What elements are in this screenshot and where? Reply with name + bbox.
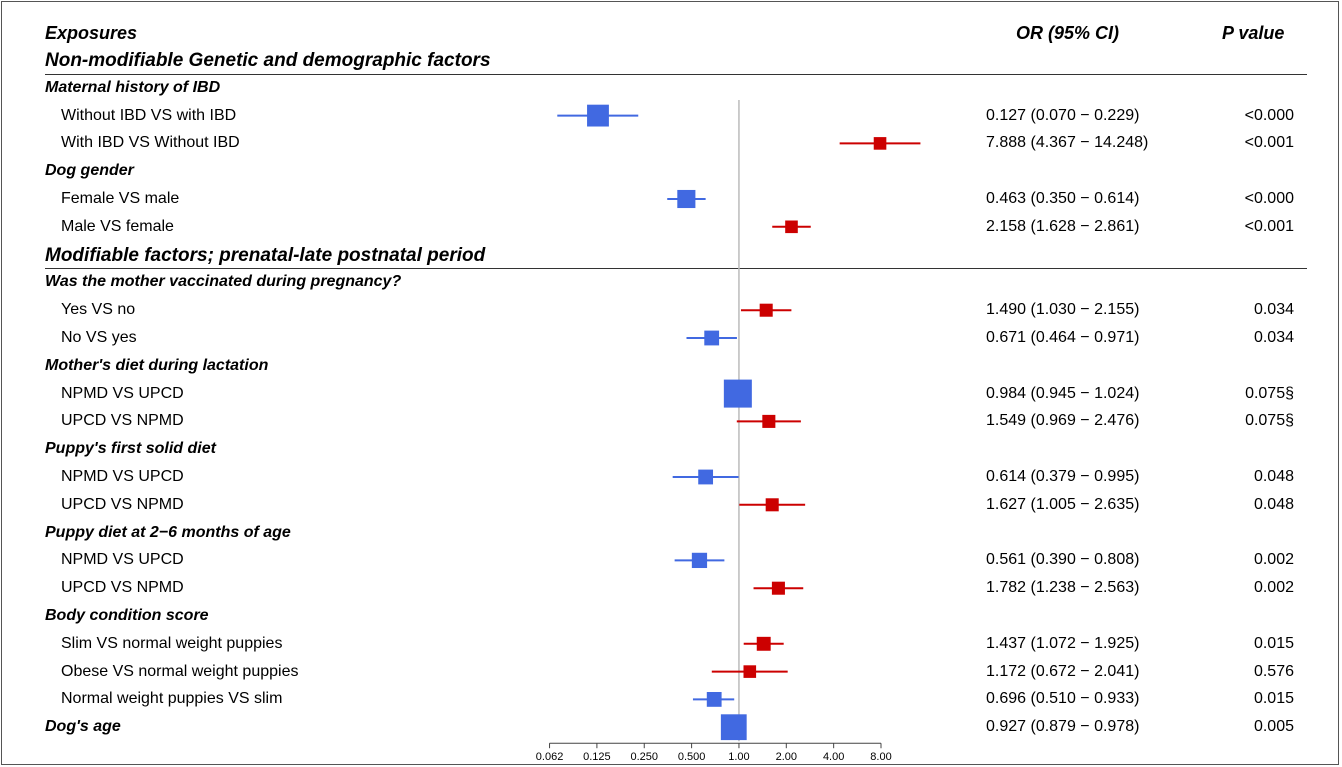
p-value: 0.002 bbox=[1253, 579, 1294, 597]
section-rule-genetic bbox=[45, 74, 1307, 75]
or-ci-value: 1.437 (1.072 − 1.925) bbox=[986, 634, 1140, 652]
group-label: Dog gender bbox=[45, 162, 134, 180]
p-value: 0.075§ bbox=[1245, 412, 1294, 430]
group-label: Dog's age bbox=[45, 718, 121, 736]
p-value: 0.015 bbox=[1253, 634, 1294, 652]
point-estimate bbox=[771, 581, 785, 595]
p-value: 0.048 bbox=[1253, 495, 1294, 513]
row-label: NPMD VS UPCD bbox=[61, 468, 184, 485]
or-ci-value: 0.561 (0.390 − 0.808) bbox=[986, 551, 1140, 569]
row-label: Without IBD VS with IBD bbox=[61, 106, 237, 124]
row-label: Yes VS no bbox=[61, 301, 136, 319]
or-ci-value: 1.627 (1.005 − 2.635) bbox=[986, 495, 1140, 513]
row-label: Slim VS normal weight puppies bbox=[61, 634, 283, 652]
point-estimate bbox=[706, 692, 722, 707]
x-tick-label: 0.250 bbox=[630, 751, 658, 763]
group-label: Maternal history of IBD bbox=[45, 78, 221, 96]
p-value: 0.002 bbox=[1253, 551, 1294, 569]
or-ci-value: 7.888 (4.367 − 14.248) bbox=[986, 134, 1149, 152]
p-value: 0.005 bbox=[1253, 718, 1294, 736]
header-p-value: P value bbox=[1222, 23, 1285, 43]
x-tick-label: 4.00 bbox=[823, 751, 844, 763]
p-value: <0.000 bbox=[1244, 106, 1294, 124]
or-ci-value: 0.927 (0.879 − 0.978) bbox=[986, 718, 1140, 736]
group-label: Puppy's first solid diet bbox=[45, 440, 216, 458]
p-value: 0.015 bbox=[1253, 690, 1294, 708]
point-estimate bbox=[587, 104, 609, 127]
p-value: <0.001 bbox=[1244, 134, 1294, 152]
row-label: Obese VS normal weight puppies bbox=[61, 662, 299, 680]
or-ci-value: 1.782 (1.238 − 2.563) bbox=[986, 579, 1140, 597]
row-label: UPCD VS NPMD bbox=[61, 495, 184, 513]
p-value: 0.576 bbox=[1253, 662, 1294, 680]
or-ci-value: 0.463 (0.350 − 0.614) bbox=[986, 190, 1140, 207]
or-ci-value: 1.549 (0.969 − 2.476) bbox=[986, 412, 1140, 430]
x-tick-label: 8.00 bbox=[870, 751, 891, 763]
x-tick-label: 0.125 bbox=[583, 751, 611, 763]
or-ci-value: 0.127 (0.070 − 0.229) bbox=[986, 106, 1140, 124]
x-tick-label: 0.062 bbox=[536, 751, 564, 763]
p-value: 0.075§ bbox=[1245, 384, 1294, 402]
p-value: 0.048 bbox=[1253, 468, 1294, 485]
row-label: Male VS female bbox=[61, 217, 174, 235]
section-title: Non-modifiable Genetic and demographic f… bbox=[45, 50, 491, 71]
point-estimate bbox=[785, 220, 798, 234]
section-rule-modifiable bbox=[45, 268, 1307, 269]
point-estimate bbox=[743, 665, 757, 678]
point-estimate bbox=[765, 498, 779, 512]
point-estimate bbox=[759, 303, 773, 317]
row-label: NPMD VS UPCD bbox=[61, 384, 184, 402]
x-tick-label: 1.00 bbox=[728, 751, 749, 763]
section-title: Modifiable factors; prenatal-late postna… bbox=[45, 244, 486, 266]
group-label: Mother's diet during lactation bbox=[45, 356, 269, 374]
row-label: No VS yes bbox=[61, 329, 137, 346]
point-estimate bbox=[762, 414, 776, 428]
or-ci-value: 2.158 (1.628 − 2.861) bbox=[986, 217, 1140, 235]
or-ci-value: 0.696 (0.510 − 0.933) bbox=[986, 690, 1140, 708]
or-ci-value: 0.671 (0.464 − 0.971) bbox=[986, 329, 1140, 346]
x-tick-label: 2.00 bbox=[776, 751, 797, 763]
p-value: 0.034 bbox=[1253, 301, 1294, 319]
row-label: UPCD VS NPMD bbox=[61, 579, 184, 597]
row-label: Female VS male bbox=[61, 190, 180, 207]
point-estimate bbox=[723, 379, 752, 408]
or-ci-value: 0.614 (0.379 − 0.995) bbox=[986, 468, 1140, 485]
group-label: Puppy diet at 2−6 months of age bbox=[45, 523, 291, 541]
point-estimate bbox=[873, 137, 887, 150]
row-label: NPMD VS UPCD bbox=[61, 551, 184, 569]
header-exposures: Exposures bbox=[45, 23, 138, 43]
group-label: Was the mother vaccinated during pregnan… bbox=[45, 273, 402, 291]
header-or-ci: OR (95% CI) bbox=[1016, 23, 1120, 43]
or-ci-value: 1.172 (0.672 − 2.041) bbox=[986, 662, 1140, 680]
point-estimate bbox=[756, 636, 771, 651]
p-value: <0.000 bbox=[1244, 190, 1294, 207]
point-estimate bbox=[677, 189, 696, 209]
point-estimate bbox=[720, 714, 747, 741]
group-label: Body condition score bbox=[45, 607, 209, 624]
point-estimate bbox=[691, 552, 708, 569]
x-tick-label: 0.500 bbox=[678, 751, 706, 763]
point-estimate bbox=[698, 469, 714, 485]
p-value: <0.001 bbox=[1244, 217, 1294, 235]
or-ci-value: 1.490 (1.030 − 2.155) bbox=[986, 301, 1140, 319]
or-ci-value: 0.984 (0.945 − 1.024) bbox=[986, 384, 1140, 402]
p-value: 0.034 bbox=[1253, 329, 1294, 346]
row-label: Normal weight puppies VS slim bbox=[61, 690, 283, 708]
row-label: With IBD VS Without IBD bbox=[61, 134, 240, 152]
point-estimate bbox=[704, 330, 720, 346]
row-label: UPCD VS NPMD bbox=[61, 412, 184, 430]
